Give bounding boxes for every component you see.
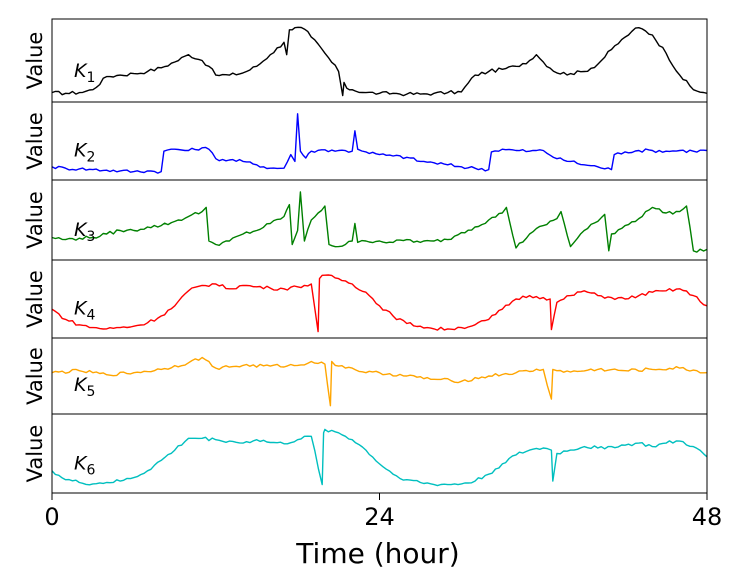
x-tick-label-0: 0	[44, 503, 59, 531]
series-label-k2: K2	[74, 140, 95, 166]
panel-frame-k6	[51, 413, 708, 494]
series-label-k1: K1	[74, 60, 95, 86]
x-axis-label: Time (hour)	[295, 537, 459, 570]
series-label-k4: K4	[74, 298, 95, 324]
panel-frame-k5	[51, 337, 708, 415]
y-axis-label-k4: Value	[23, 270, 47, 328]
y-axis-label-k3: Value	[23, 191, 47, 249]
x-tick-label-48: 48	[692, 503, 723, 531]
series-line-k1	[51, 26, 708, 97]
panel-frame-k1	[51, 18, 708, 103]
series-line-k5	[51, 356, 708, 407]
y-axis-label-k6: Value	[23, 425, 47, 483]
panel-frame-k4	[51, 259, 708, 339]
y-axis-label-k5: Value	[23, 347, 47, 405]
series-label-k3: K3	[74, 219, 95, 245]
series-line-k3	[51, 191, 708, 253]
x-tick-label-24: 24	[364, 503, 395, 531]
y-axis-label-k1: Value	[23, 32, 47, 90]
series-line-k6	[51, 428, 708, 487]
series-label-k5: K5	[74, 374, 95, 400]
series-label-k6: K6	[74, 452, 95, 478]
y-axis-label-k2: Value	[23, 112, 47, 170]
series-line-k2	[51, 113, 708, 174]
series-line-k4	[51, 274, 708, 333]
